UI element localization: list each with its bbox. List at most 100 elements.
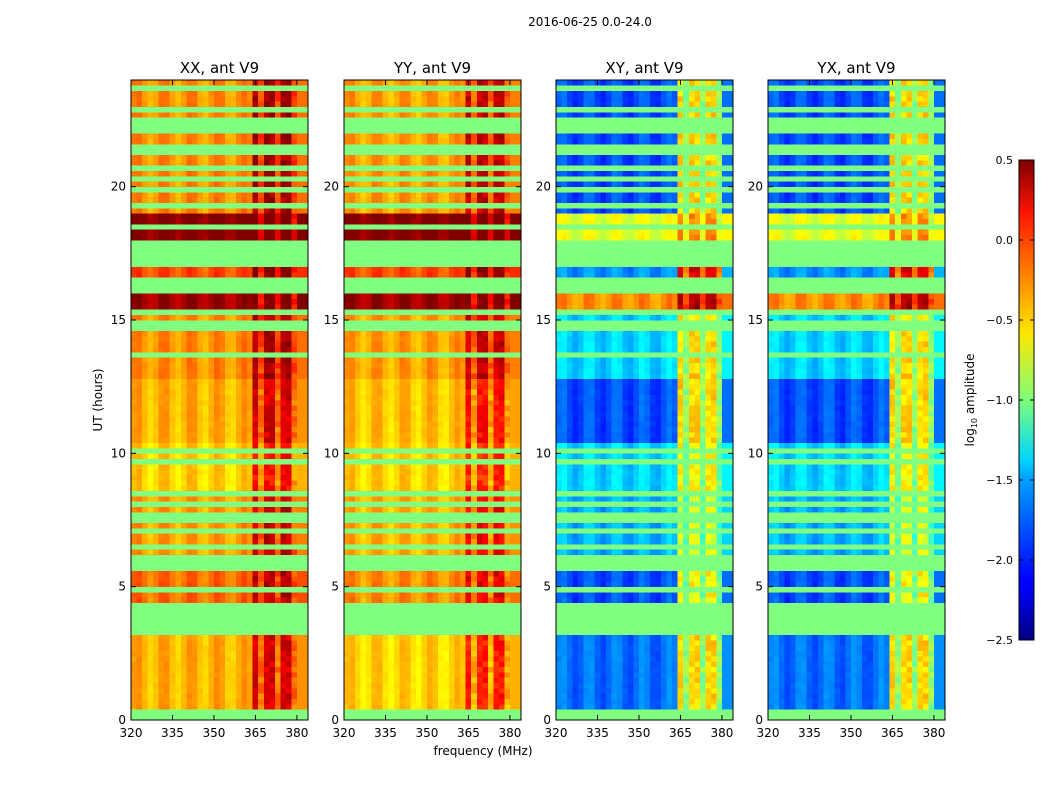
heatmap-cell: [131, 688, 137, 694]
heatmap-cell: [394, 555, 400, 561]
heatmap-cell: [220, 443, 226, 449]
heatmap-cell: [427, 699, 433, 705]
heatmap-cell: [214, 165, 220, 171]
heatmap-cell: [137, 427, 143, 433]
heatmap-cell: [142, 709, 148, 715]
heatmap-cell: [247, 496, 253, 502]
heatmap-cell: [175, 480, 181, 486]
heatmap-cell: [280, 683, 286, 689]
heatmap-cell: [377, 688, 383, 694]
heatmap-cell: [366, 544, 372, 550]
heatmap-cell: [159, 613, 165, 619]
heatmap-cell: [175, 645, 181, 651]
heatmap-cell: [192, 544, 198, 550]
heatmap-cell: [264, 181, 270, 187]
heatmap-cell: [186, 608, 192, 614]
heatmap-cell: [153, 699, 159, 705]
heatmap-cell: [253, 112, 259, 118]
heatmap-cell: [208, 293, 214, 299]
heatmap-cell: [164, 347, 170, 353]
heatmap-cell: [231, 389, 237, 395]
heatmap-cell: [258, 352, 264, 358]
heatmap-cell: [186, 597, 192, 603]
heatmap-cell: [197, 533, 203, 539]
heatmap-cell: [433, 592, 439, 598]
heatmap-cell: [399, 571, 405, 577]
heatmap-cell: [181, 693, 187, 699]
heatmap-cell: [344, 597, 350, 603]
heatmap-cell: [302, 320, 308, 326]
heatmap-cell: [264, 587, 270, 593]
heatmap-cell: [394, 672, 400, 678]
heatmap-cell: [291, 133, 297, 139]
heatmap-cell: [142, 528, 148, 534]
heatmap-cell: [220, 661, 226, 667]
heatmap-cell: [153, 421, 159, 427]
heatmap-cell: [455, 704, 461, 710]
heatmap-cell: [181, 507, 187, 513]
heatmap-cell: [186, 229, 192, 235]
heatmap-cell: [236, 245, 242, 251]
heatmap-cell: [170, 187, 176, 193]
heatmap-cell: [159, 565, 165, 571]
heatmap-cell: [181, 645, 187, 651]
heatmap-cell: [253, 277, 259, 283]
heatmap-cell: [399, 587, 405, 593]
heatmap-cell: [236, 293, 242, 299]
heatmap-cell: [477, 603, 483, 609]
heatmap-cell: [148, 560, 154, 566]
heatmap-cell: [197, 507, 203, 513]
heatmap-cell: [203, 155, 209, 161]
heatmap-cell: [275, 571, 281, 577]
heatmap-cell: [192, 293, 198, 299]
heatmap-cell: [269, 315, 275, 321]
x-tick-label: 380: [285, 726, 308, 740]
heatmap-cell: [269, 523, 275, 529]
heatmap-cell: [192, 528, 198, 534]
heatmap-cell: [137, 85, 143, 91]
heatmap-cell: [383, 619, 389, 625]
heatmap-cell: [192, 411, 198, 417]
heatmap-cell: [148, 181, 154, 187]
heatmap-cell: [164, 549, 170, 555]
heatmap-cell: [488, 667, 494, 673]
heatmap-cell: [142, 640, 148, 646]
heatmap-cell: [197, 304, 203, 310]
heatmap-cell: [394, 699, 400, 705]
heatmap-cell: [258, 661, 264, 667]
heatmap-cell: [148, 309, 154, 315]
heatmap-cell: [159, 91, 165, 97]
heatmap-cell: [416, 629, 422, 635]
heatmap-cell: [297, 661, 303, 667]
heatmap-cell: [247, 325, 253, 331]
heatmap-cell: [220, 165, 226, 171]
heatmap-cell: [197, 480, 203, 486]
heatmap-cell: [197, 85, 203, 91]
heatmap-cell: [247, 448, 253, 454]
heatmap-cell: [208, 427, 214, 433]
heatmap-cell: [137, 267, 143, 273]
heatmap-cell: [197, 613, 203, 619]
heatmap-cell: [231, 133, 237, 139]
heatmap-cell: [280, 304, 286, 310]
heatmap-cell: [427, 672, 433, 678]
heatmap-cell: [253, 512, 259, 518]
heatmap-cell: [153, 229, 159, 235]
heatmap-cell: [164, 240, 170, 246]
heatmap-cell: [242, 416, 248, 422]
heatmap-cell: [197, 672, 203, 678]
heatmap-cell: [159, 363, 165, 369]
heatmap-cell: [488, 581, 494, 587]
heatmap-cell: [405, 656, 411, 662]
heatmap-cell: [153, 624, 159, 630]
heatmap-cell: [515, 683, 521, 689]
heatmap-cell: [275, 437, 281, 443]
heatmap-cell: [170, 368, 176, 374]
heatmap-cell: [297, 245, 303, 251]
heatmap-cell: [242, 565, 248, 571]
heatmap-cell: [236, 709, 242, 715]
heatmap-cell: [433, 709, 439, 715]
heatmap-cell: [220, 416, 226, 422]
heatmap-cell: [242, 645, 248, 651]
heatmap-cell: [131, 331, 137, 337]
